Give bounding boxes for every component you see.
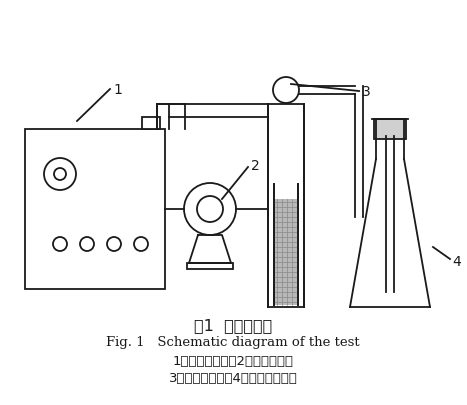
Text: 1: 1 bbox=[113, 83, 122, 97]
Bar bbox=[374, 120, 406, 140]
Bar bbox=[25, 130, 165, 289]
Text: Fig. 1   Schematic diagram of the test: Fig. 1 Schematic diagram of the test bbox=[106, 335, 360, 348]
Bar bbox=[274, 200, 298, 305]
Bar bbox=[187, 263, 233, 269]
Text: 图1  实验流程图: 图1 实验流程图 bbox=[194, 317, 272, 332]
Text: 3: 3 bbox=[362, 85, 371, 99]
Text: 1，臭氧发生器；2，微型气泵；: 1，臭氧发生器；2，微型气泵； bbox=[172, 354, 293, 367]
Text: 2: 2 bbox=[251, 159, 260, 173]
Text: 4: 4 bbox=[452, 254, 461, 269]
Bar bbox=[142, 118, 160, 130]
Text: 3，臭氧反应器；4，尾气收集装置: 3，臭氧反应器；4，尾气收集装置 bbox=[169, 371, 297, 384]
